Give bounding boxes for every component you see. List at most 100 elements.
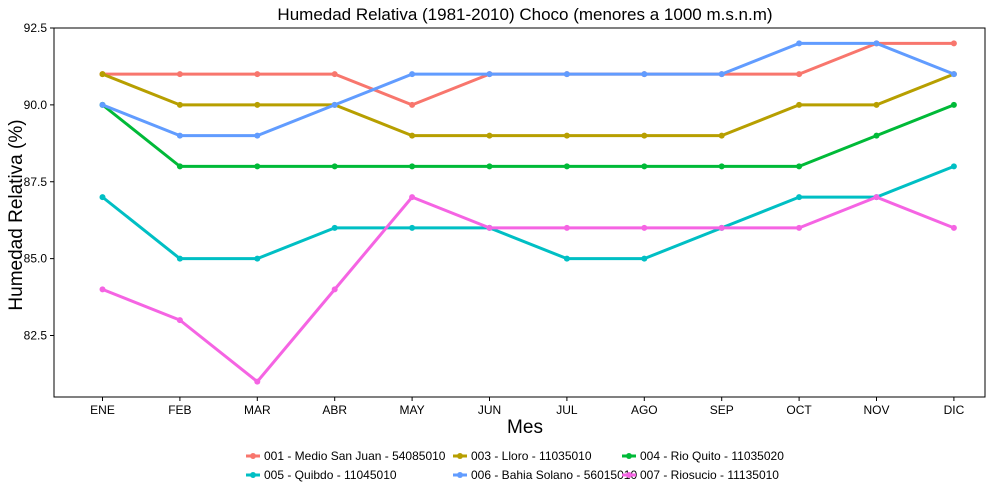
x-tick-label: ABR <box>322 403 347 417</box>
x-tick-label: DIC <box>944 403 965 417</box>
data-point <box>718 224 725 231</box>
x-tick-label: SEP <box>710 403 734 417</box>
series-group <box>99 40 957 139</box>
legend-item: 003 - Lloro - 11035010 <box>453 449 592 463</box>
data-point <box>950 101 957 108</box>
data-point <box>99 71 106 78</box>
plot-border <box>53 27 986 398</box>
data-point <box>796 101 803 108</box>
data-point <box>796 194 803 201</box>
plot-area: 82.5 85.0 87.5 90.0 92.5 ENE FEB MAR ABR MAY JUN JU… <box>24 21 986 417</box>
data-point <box>254 163 261 170</box>
series-group <box>99 194 957 385</box>
y-tick-label: 85.0 <box>24 252 48 266</box>
legend-label: 005 - Quibdo - 11045010 <box>264 468 397 482</box>
data-point <box>99 286 106 293</box>
data-point <box>176 101 183 108</box>
data-point <box>563 224 570 231</box>
data-point <box>563 255 570 262</box>
series-line <box>101 72 956 138</box>
x-tick-label: JUN <box>478 403 501 417</box>
data-point <box>486 163 493 170</box>
legend-key-point <box>457 472 463 478</box>
data-point <box>873 101 880 108</box>
data-point <box>873 194 880 201</box>
data-point <box>563 71 570 78</box>
data-point <box>641 71 648 78</box>
data-point <box>796 224 803 231</box>
legend-key-point <box>457 453 463 459</box>
data-point <box>331 101 338 108</box>
legend-key-point <box>250 472 256 478</box>
data-point <box>796 163 803 170</box>
data-point <box>254 71 261 78</box>
x-tick-label: MAY <box>400 403 425 417</box>
legend-label: 004 - Rio Quito - 11035020 <box>640 449 784 463</box>
legend-key-point <box>250 453 256 459</box>
legend-label: 003 - Lloro - 11035010 <box>471 449 592 463</box>
x-axis-title: Mes <box>507 417 543 438</box>
legend-item: 007 - Riosucio - 11135010 <box>622 468 779 482</box>
data-point <box>718 71 725 78</box>
data-point <box>331 163 338 170</box>
data-point <box>176 317 183 324</box>
legend-item: 004 - Rio Quito - 11035020 <box>622 449 784 463</box>
data-point <box>950 224 957 231</box>
data-point <box>331 224 338 231</box>
series-line <box>101 164 956 261</box>
legend-label: 001 - Medio San Juan - 54085010 <box>264 449 446 463</box>
data-point <box>563 163 570 170</box>
data-point <box>950 163 957 170</box>
legend-item: 001 - Medio San Juan - 54085010 <box>246 449 446 463</box>
data-point <box>950 40 957 47</box>
x-tick-label: OCT <box>786 403 812 417</box>
series-group <box>99 163 957 262</box>
legend-label: 006 - Bahia Solano - 56015010 <box>471 468 637 482</box>
data-point <box>563 132 570 139</box>
y-tick-label: 82.5 <box>24 329 48 343</box>
data-point <box>176 71 183 78</box>
data-point <box>409 163 416 170</box>
x-tick-label: FEB <box>168 403 191 417</box>
legend-item: 006 - Bahia Solano - 56015010 <box>453 468 637 482</box>
data-point <box>486 224 493 231</box>
y-tick-label: 92.5 <box>24 21 48 35</box>
x-tick-label: ENE <box>90 403 115 417</box>
data-point <box>641 163 648 170</box>
data-point <box>254 101 261 108</box>
series-group <box>99 101 957 170</box>
data-point <box>331 286 338 293</box>
y-tick-label: 87.5 <box>24 175 48 189</box>
data-point <box>176 163 183 170</box>
data-point <box>409 101 416 108</box>
data-point <box>99 101 106 108</box>
data-point <box>873 40 880 47</box>
y-axis-title: Humedad Relativa (%) <box>6 119 27 310</box>
x-tick-label: AGO <box>631 403 658 417</box>
x-tick-label: JUL <box>556 403 578 417</box>
data-point <box>254 378 261 385</box>
data-point <box>486 71 493 78</box>
series-line <box>101 195 956 384</box>
data-point <box>486 132 493 139</box>
data-point <box>796 40 803 47</box>
data-point <box>409 71 416 78</box>
data-point <box>99 194 106 201</box>
data-point <box>873 132 880 139</box>
data-point <box>254 255 261 262</box>
data-point <box>409 194 416 201</box>
legend-key-point <box>626 472 632 478</box>
data-point <box>718 163 725 170</box>
data-point <box>641 255 648 262</box>
chart-title: Humedad Relativa (1981-2010) Choco (meno… <box>277 5 772 24</box>
series-group <box>99 71 957 139</box>
x-tick-label: NOV <box>863 403 889 417</box>
data-point <box>331 71 338 78</box>
x-tick-label: MAR <box>244 403 271 417</box>
legend-key-point <box>626 453 632 459</box>
data-point <box>176 132 183 139</box>
series-line <box>101 103 956 168</box>
data-point <box>796 71 803 78</box>
data-point <box>718 132 725 139</box>
